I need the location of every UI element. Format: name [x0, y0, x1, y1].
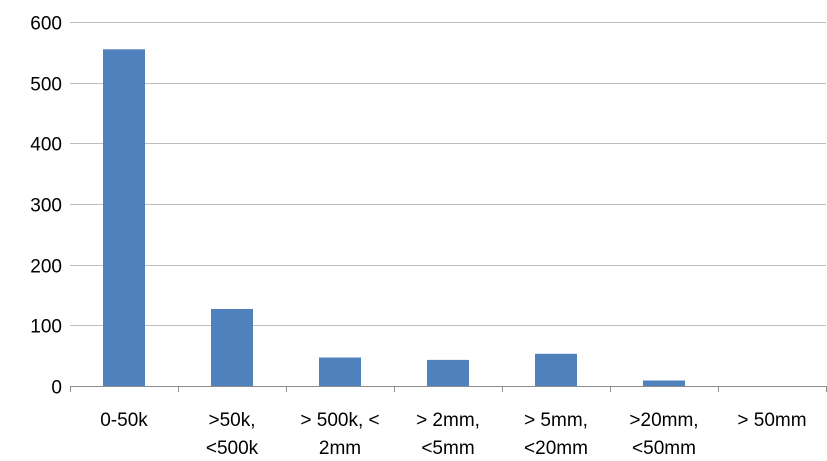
bar-0: [103, 49, 145, 387]
bars: [103, 49, 685, 387]
y-axis-tick-labels: 0 100 200 300 400 500 600: [30, 14, 62, 399]
x-tick-label-2: > 500k, < 2mm: [300, 410, 379, 459]
y-tick-label-500: 500: [30, 75, 62, 96]
x-tick-label-4: > 5mm, <20mm: [524, 410, 588, 459]
x-tick-label-6: > 50mm: [737, 410, 806, 431]
y-tick-label-300: 300: [30, 196, 62, 217]
x-tick-label-3: > 2mm, <5mm: [416, 410, 480, 459]
x-tick-label-3-line-1: <5mm: [421, 438, 474, 459]
x-tick-label-4-line-0: > 5mm,: [524, 410, 588, 431]
y-tick-label-100: 100: [30, 317, 62, 338]
x-tick-label-1: >50k, <500k: [206, 410, 259, 459]
x-tick-label-0: 0-50k: [100, 410, 148, 431]
x-axis: [70, 386, 827, 392]
x-tick-label-1-line-0: >50k,: [208, 410, 255, 431]
bar-3: [427, 359, 469, 386]
x-tick-label-2-line-0: > 500k, <: [300, 410, 379, 431]
y-tick-label-0: 0: [51, 378, 62, 399]
x-axis-tick-labels: 0-50k >50k, <500k > 500k, < 2mm > 2mm, <5mm > 5…: [100, 410, 806, 459]
y-tick-label-400: 400: [30, 135, 62, 156]
bar-1: [211, 309, 253, 386]
bar-2: [319, 357, 361, 386]
x-tick-label-5: >20mm, <50mm: [629, 410, 698, 459]
x-tick-label-4-line-1: <20mm: [524, 438, 588, 459]
bar-4: [535, 353, 577, 386]
bar-5: [643, 380, 685, 386]
y-tick-label-200: 200: [30, 257, 62, 278]
x-tick-label-5-line-0: >20mm,: [629, 410, 698, 431]
x-tick-label-1-line-1: <500k: [206, 438, 259, 459]
x-tick-label-3-line-0: > 2mm,: [416, 410, 480, 431]
x-tick-label-0-line-0: 0-50k: [100, 410, 148, 431]
grid-lines: [70, 22, 826, 326]
x-tick-label-5-line-1: <50mm: [632, 438, 696, 459]
x-tick-label-2-line-1: 2mm: [319, 438, 361, 459]
x-tick-label-6-line-0: > 50mm: [737, 410, 806, 431]
y-tick-label-600: 600: [30, 14, 62, 35]
